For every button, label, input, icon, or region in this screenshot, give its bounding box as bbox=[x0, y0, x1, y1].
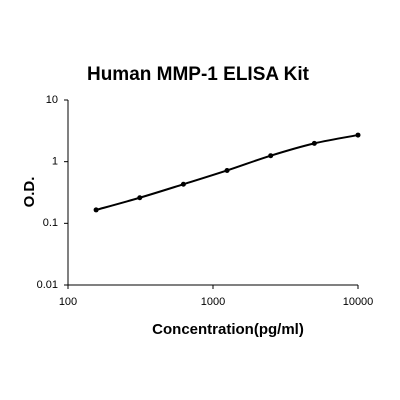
x-tick-label: 1000 bbox=[201, 296, 225, 308]
x-tick-label: 100 bbox=[59, 296, 77, 308]
data-point bbox=[355, 132, 361, 138]
y-axis-label: O.D. bbox=[21, 177, 38, 208]
data-point bbox=[93, 207, 99, 213]
y-tick-label: 0.01 bbox=[37, 279, 58, 291]
y-tick-label: 0.1 bbox=[43, 217, 58, 229]
data-point bbox=[137, 195, 143, 201]
data-point bbox=[224, 167, 230, 173]
y-tick-label: 1 bbox=[52, 156, 58, 168]
chart-title: Human MMP-1 ELISA Kit bbox=[87, 64, 310, 85]
x-tick-label: 10000 bbox=[343, 296, 374, 308]
data-point bbox=[180, 181, 186, 187]
data-point bbox=[311, 140, 317, 146]
x-axis-label: Concentration(pg/ml) bbox=[152, 321, 304, 338]
y-tick-label: 10 bbox=[46, 94, 58, 106]
data-point bbox=[268, 153, 274, 159]
